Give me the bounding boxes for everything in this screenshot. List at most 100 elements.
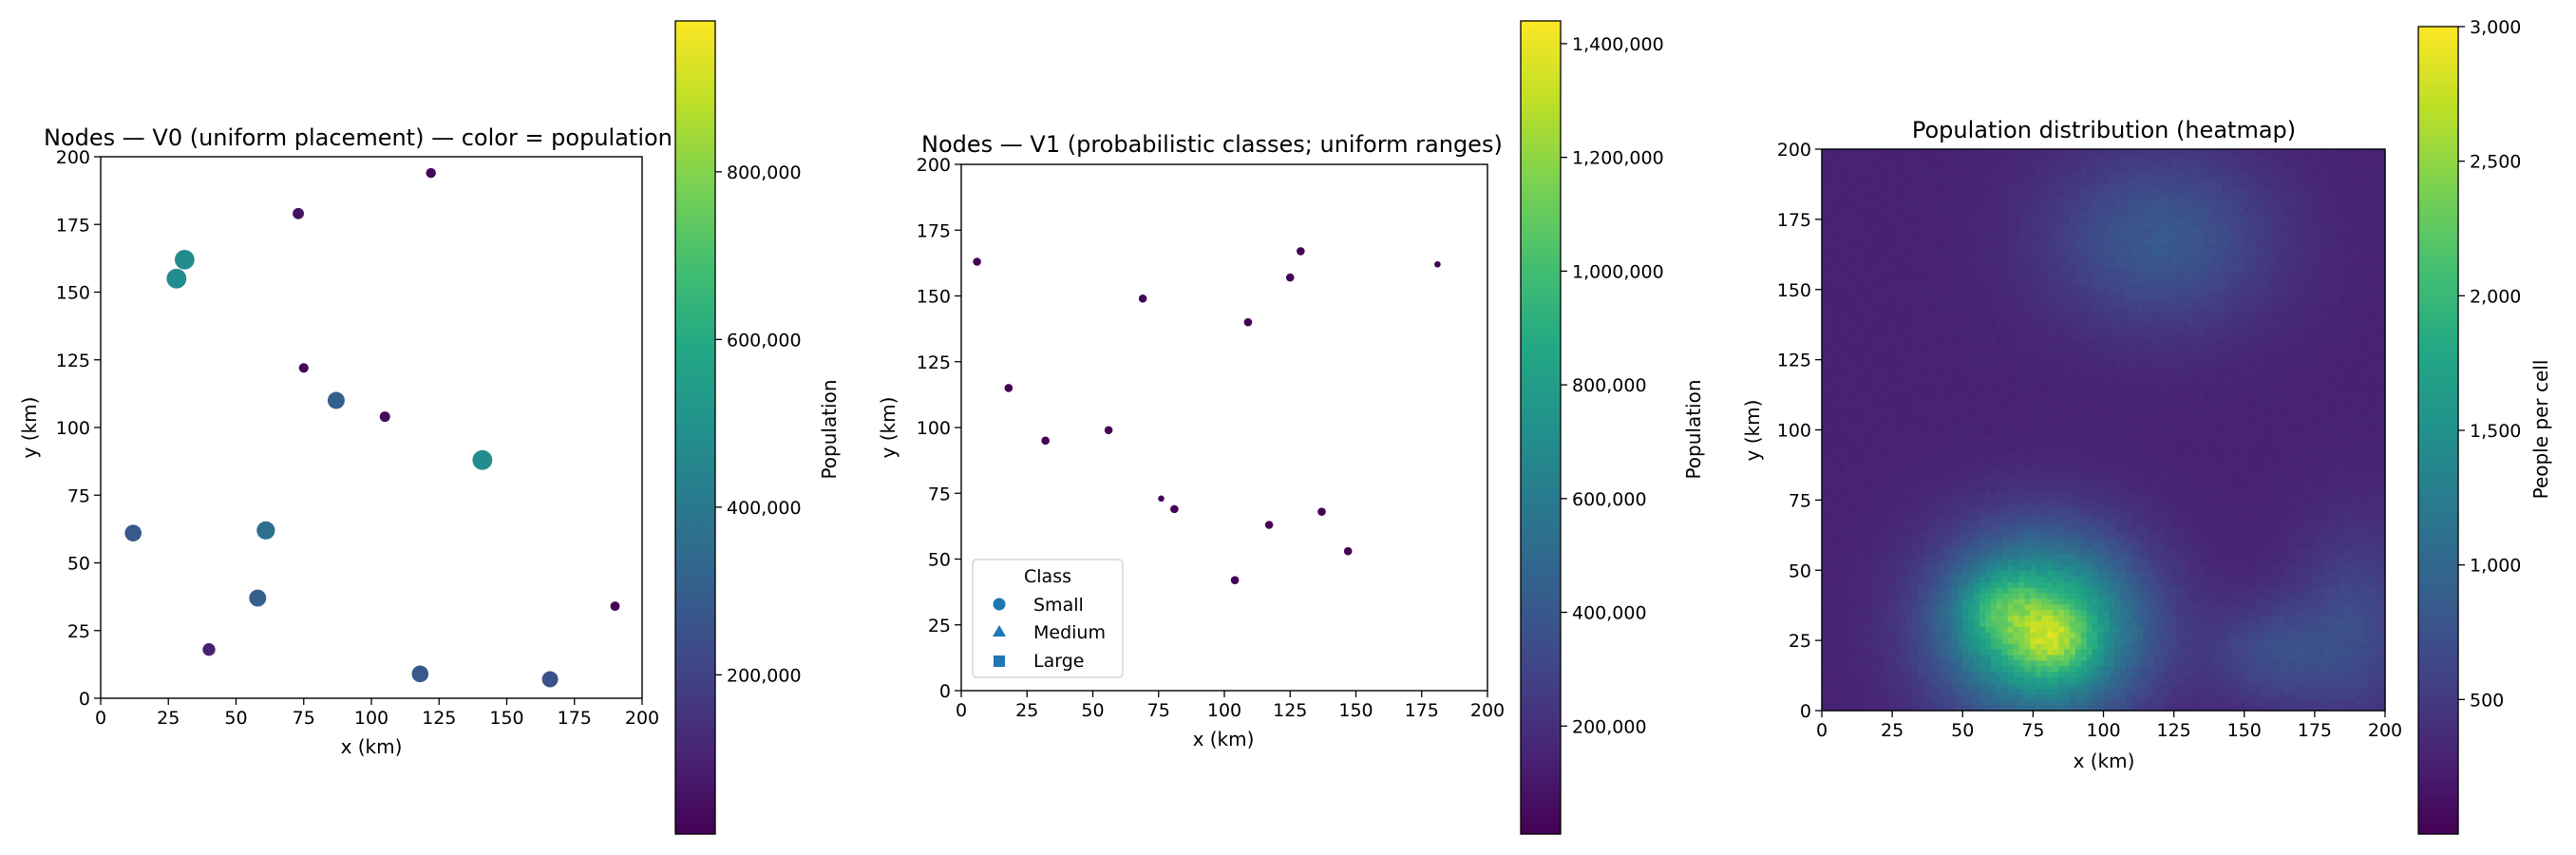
heatmap-cell — [2362, 610, 2369, 617]
heatmap-cell — [2104, 559, 2111, 565]
heatmap-cell — [1862, 452, 1868, 459]
heatmap-cell — [2081, 486, 2088, 493]
heatmap-cell — [1997, 486, 2003, 493]
heatmap-cell — [1828, 604, 1834, 611]
heatmap-cell — [1884, 660, 1890, 667]
panel-v0-x-axis-label: x (km) — [341, 735, 403, 758]
heatmap-cell — [2041, 452, 2048, 459]
heatmap-cell — [1862, 469, 1868, 476]
heatmap-cell — [2058, 458, 2065, 465]
heatmap-cell — [2109, 632, 2115, 638]
heatmap-cell — [1866, 548, 1873, 555]
heatmap-cell — [1895, 520, 1902, 526]
heatmap-cell — [2318, 576, 2324, 582]
heatmap-cell — [2262, 626, 2268, 633]
heatmap-cell — [2154, 486, 2161, 493]
heatmap-cell — [1912, 655, 1919, 661]
heatmap-cell — [2323, 576, 2330, 582]
heatmap-cell — [1935, 475, 1941, 482]
heatmap-cell — [2312, 464, 2319, 470]
heatmap-cell — [2104, 587, 2111, 594]
heatmap-cell — [2131, 570, 2138, 577]
heatmap-cell — [2262, 464, 2268, 470]
heatmap-cell — [1839, 610, 1846, 617]
heatmap-cell — [2081, 660, 2088, 667]
heatmap-cell — [1935, 660, 1941, 667]
heatmap-cell — [2306, 587, 2313, 594]
heatmap-cell — [2188, 508, 2194, 515]
heatmap-cell — [2227, 587, 2234, 594]
heatmap-cell — [1828, 441, 1834, 447]
heatmap-cell — [2120, 554, 2127, 560]
heatmap-cell — [2070, 497, 2076, 504]
panel-v1-title: Nodes — V1 (probabilistic classes; unifo… — [921, 131, 1503, 158]
heatmap-cell — [2306, 486, 2313, 493]
heatmap-cell — [1856, 452, 1863, 459]
heatmap-cell — [1929, 537, 1936, 543]
heatmap-cell — [2098, 486, 2105, 493]
heatmap-cell — [2154, 531, 2161, 538]
heatmap-cell — [2149, 458, 2155, 465]
heatmap-cell — [1845, 531, 1851, 538]
heatmap-cell — [2114, 554, 2121, 560]
heatmap-cell — [2036, 655, 2042, 661]
heatmap-cell — [2245, 587, 2251, 594]
heatmap-cell — [2227, 677, 2234, 684]
heatmap-cell — [2245, 655, 2251, 661]
heatmap-cell — [1941, 441, 1947, 447]
heatmap-cell — [1866, 458, 1873, 465]
heatmap-cell — [2357, 481, 2363, 487]
heatmap-cell — [2064, 576, 2071, 582]
heatmap-cell — [1822, 677, 1828, 684]
heatmap-cell — [2295, 677, 2301, 684]
heatmap-cell — [2323, 626, 2330, 633]
heatmap-cell — [1968, 446, 1975, 453]
heatmap-cell — [2075, 688, 2082, 694]
heatmap-cell — [2058, 598, 2065, 605]
heatmap-cell — [1833, 604, 1840, 611]
heatmap-cell — [2143, 452, 2150, 459]
heatmap-cell — [2160, 699, 2167, 706]
heatmap-cell — [2131, 604, 2138, 611]
heatmap-cell — [2227, 458, 2234, 465]
heatmap-cell — [2345, 643, 2352, 650]
heatmap-cell — [1979, 508, 1986, 515]
heatmap-cell — [2064, 564, 2071, 571]
heatmap-cell — [2041, 587, 2048, 594]
heatmap-cell — [2160, 458, 2167, 465]
heatmap-cell — [1884, 616, 1890, 622]
heatmap-cell — [2272, 446, 2279, 453]
heatmap-cell — [1862, 508, 1868, 515]
heatmap-cell — [1901, 581, 1907, 588]
heatmap-cell — [2374, 475, 2380, 482]
heatmap-cell — [1985, 464, 1992, 470]
heatmap-cell — [1935, 649, 1941, 656]
heatmap-cell — [2318, 660, 2324, 667]
heatmap-cell — [2283, 508, 2290, 515]
heatmap-cell — [2137, 475, 2144, 482]
heatmap-cell — [2053, 492, 2059, 499]
heatmap-cell — [2357, 559, 2363, 565]
heatmap-cell — [2216, 441, 2223, 447]
heatmap-cell — [2205, 446, 2211, 453]
data-point — [328, 392, 345, 409]
heatmap-cell — [1845, 564, 1851, 571]
heatmap-cell — [1878, 672, 1885, 678]
heatmap-cell — [2256, 666, 2263, 673]
heatmap-cell — [2030, 503, 2036, 509]
heatmap-cell — [2171, 699, 2178, 706]
heatmap-cell — [2301, 508, 2307, 515]
heatmap-cell — [1862, 620, 1868, 627]
heatmap-cell — [2362, 576, 2369, 582]
heatmap-cell — [1941, 649, 1947, 656]
heatmap-cell — [2345, 464, 2352, 470]
heatmap-cell — [2166, 672, 2172, 678]
heatmap-cell — [2357, 497, 2363, 504]
heatmap-cell — [2318, 666, 2324, 673]
heatmap-cell — [2014, 581, 2020, 588]
heatmap-cell — [2104, 694, 2111, 700]
heatmap-cell — [2289, 570, 2296, 577]
heatmap-cell — [2216, 564, 2223, 571]
heatmap-cell — [1895, 508, 1902, 515]
heatmap-cell — [1906, 441, 1913, 447]
